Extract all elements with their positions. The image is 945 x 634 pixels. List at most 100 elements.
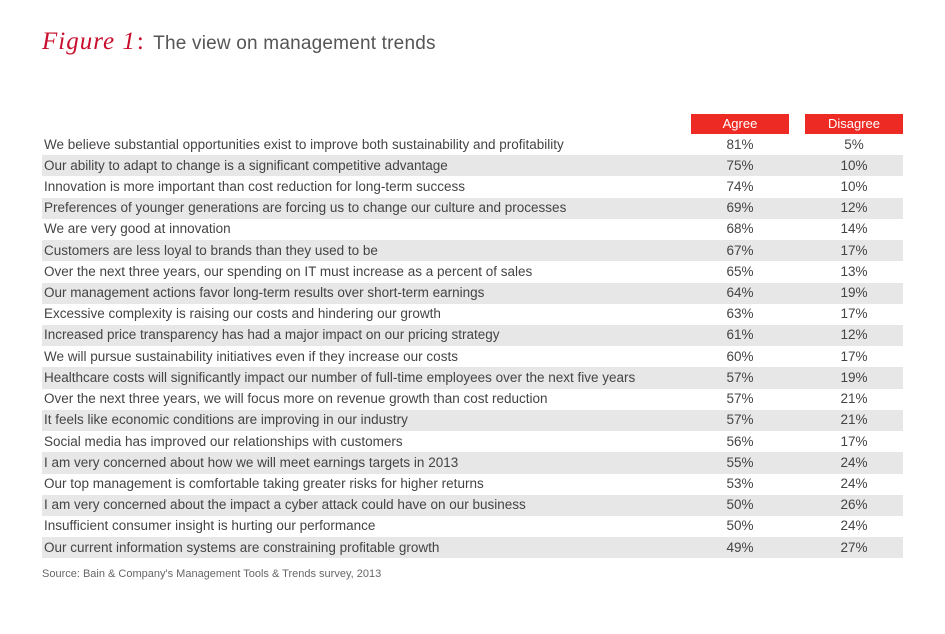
disagree-cell: 17% <box>805 240 903 261</box>
agree-cell: 64% <box>691 283 789 304</box>
agree-cell: 65% <box>691 261 789 282</box>
table-row: We will pursue sustainability initiative… <box>42 346 903 367</box>
table-row: Social media has improved our relationsh… <box>42 431 903 452</box>
agree-cell: 68% <box>691 219 789 240</box>
table-row: We are very good at innovation68% 14% <box>42 219 903 240</box>
agree-cell: 57% <box>691 410 789 431</box>
table-row: Insufficient consumer insight is hurting… <box>42 516 903 537</box>
gap-cell <box>789 325 805 346</box>
table-row: We believe substantial opportunities exi… <box>42 134 903 155</box>
disagree-cell: 13% <box>805 261 903 282</box>
disagree-cell: 17% <box>805 431 903 452</box>
gap-cell <box>789 367 805 388</box>
table-row: Excessive complexity is raising our cost… <box>42 304 903 325</box>
header-disagree: Disagree <box>805 114 903 134</box>
table-row: Healthcare costs will significantly impa… <box>42 367 903 388</box>
disagree-cell: 26% <box>805 495 903 516</box>
source-note: Source: Bain & Company's Management Tool… <box>42 568 903 580</box>
gap-cell <box>789 155 805 176</box>
disagree-cell: 19% <box>805 283 903 304</box>
statement-cell: We will pursue sustainability initiative… <box>42 346 691 367</box>
gap-cell <box>789 516 805 537</box>
statement-cell: I am very concerned about how we will me… <box>42 452 691 473</box>
statement-cell: Our current information systems are cons… <box>42 537 691 558</box>
gap-cell <box>789 346 805 367</box>
table-row: Our ability to adapt to change is a sign… <box>42 155 903 176</box>
statement-cell: I am very concerned about the impact a c… <box>42 495 691 516</box>
header-blank <box>42 114 691 134</box>
gap-cell <box>789 176 805 197</box>
table-header-row: Agree Disagree <box>42 114 903 134</box>
statement-cell: Over the next three years, our spending … <box>42 261 691 282</box>
disagree-cell: 17% <box>805 304 903 325</box>
agree-cell: 56% <box>691 431 789 452</box>
gap-cell <box>789 495 805 516</box>
agree-cell: 53% <box>691 474 789 495</box>
agree-cell: 63% <box>691 304 789 325</box>
statement-cell: We believe substantial opportunities exi… <box>42 134 691 155</box>
statement-cell: It feels like economic conditions are im… <box>42 410 691 431</box>
agree-cell: 75% <box>691 155 789 176</box>
figure-label: Figure 1 <box>42 28 136 55</box>
gap-cell <box>789 134 805 155</box>
gap-cell <box>789 431 805 452</box>
disagree-cell: 5% <box>805 134 903 155</box>
table-row: Innovation is more important than cost r… <box>42 176 903 197</box>
figure-title: The view on management trends <box>153 33 436 54</box>
statement-cell: Our top management is comfortable taking… <box>42 474 691 495</box>
table-row: Over the next three years, we will focus… <box>42 389 903 410</box>
gap-cell <box>789 452 805 473</box>
table-row: I am very concerned about how we will me… <box>42 452 903 473</box>
disagree-cell: 10% <box>805 155 903 176</box>
agree-cell: 81% <box>691 134 789 155</box>
disagree-cell: 21% <box>805 389 903 410</box>
gap-cell <box>789 537 805 558</box>
table-row: Preferences of younger generations are f… <box>42 198 903 219</box>
gap-cell <box>789 304 805 325</box>
disagree-cell: 24% <box>805 452 903 473</box>
statement-cell: Innovation is more important than cost r… <box>42 176 691 197</box>
statement-cell: Our ability to adapt to change is a sign… <box>42 155 691 176</box>
statement-cell: Preferences of younger generations are f… <box>42 198 691 219</box>
gap-cell <box>789 474 805 495</box>
gap-cell <box>789 261 805 282</box>
statement-cell: We are very good at innovation <box>42 219 691 240</box>
gap-cell <box>789 283 805 304</box>
statement-cell: Excessive complexity is raising our cost… <box>42 304 691 325</box>
table-row: Our management actions favor long-term r… <box>42 283 903 304</box>
disagree-cell: 12% <box>805 198 903 219</box>
agree-cell: 61% <box>691 325 789 346</box>
agree-cell: 67% <box>691 240 789 261</box>
table-row: Our top management is comfortable taking… <box>42 474 903 495</box>
disagree-cell: 24% <box>805 516 903 537</box>
agree-cell: 60% <box>691 346 789 367</box>
agree-cell: 55% <box>691 452 789 473</box>
disagree-cell: 27% <box>805 537 903 558</box>
agree-cell: 50% <box>691 495 789 516</box>
disagree-cell: 10% <box>805 176 903 197</box>
agree-cell: 50% <box>691 516 789 537</box>
table-row: Over the next three years, our spending … <box>42 261 903 282</box>
disagree-cell: 21% <box>805 410 903 431</box>
agree-cell: 57% <box>691 389 789 410</box>
figure-colon: : <box>136 28 148 55</box>
statement-cell: Customers are less loyal to brands than … <box>42 240 691 261</box>
agree-cell: 69% <box>691 198 789 219</box>
agree-cell: 49% <box>691 537 789 558</box>
statement-cell: Our management actions favor long-term r… <box>42 283 691 304</box>
table-row: Our current information systems are cons… <box>42 537 903 558</box>
agree-cell: 74% <box>691 176 789 197</box>
table-row: Increased price transparency has had a m… <box>42 325 903 346</box>
gap-cell <box>789 219 805 240</box>
disagree-cell: 12% <box>805 325 903 346</box>
table-row: Customers are less loyal to brands than … <box>42 240 903 261</box>
disagree-cell: 14% <box>805 219 903 240</box>
statement-cell: Healthcare costs will significantly impa… <box>42 367 691 388</box>
header-gap <box>789 114 805 134</box>
gap-cell <box>789 410 805 431</box>
statement-cell: Insufficient consumer insight is hurting… <box>42 516 691 537</box>
statement-cell: Increased price transparency has had a m… <box>42 325 691 346</box>
trends-table: Agree Disagree We believe substantial op… <box>42 114 903 558</box>
agree-cell: 57% <box>691 367 789 388</box>
statement-cell: Over the next three years, we will focus… <box>42 389 691 410</box>
